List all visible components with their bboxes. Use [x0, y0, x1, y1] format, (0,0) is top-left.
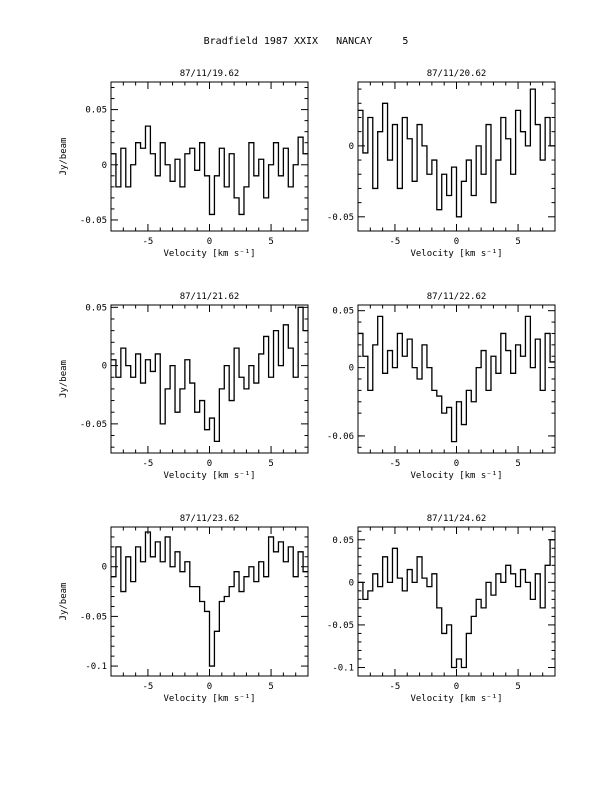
x-tick-label: 0 — [454, 237, 459, 247]
x-tick-label: -5 — [143, 682, 154, 692]
spectrum-panel-3: 87/11/21.62 -5 0 5 -0.05 0 0.05 Velocity [km s⁻… — [59, 292, 309, 481]
y-tick-label: 0 — [349, 364, 354, 374]
x-tick-label: 5 — [515, 459, 520, 469]
x-axis-label: Velocity [km s⁻¹] — [410, 471, 502, 481]
y-tick-label: -0.1 — [332, 663, 354, 673]
spectrum-panel-6: 87/11/24.62 -5 0 5 -0.1 -0.05 0 0.05 Velocity [k… — [327, 514, 556, 704]
y-tick-label: 0 — [102, 362, 107, 372]
spectrum-line — [111, 306, 308, 442]
y-tick-label: 0.05 — [85, 106, 107, 116]
y-tick-label: -0.05 — [327, 213, 354, 223]
y-tick-label: -0.05 — [80, 612, 107, 622]
x-tick-label: -5 — [390, 237, 401, 247]
plot-frame — [357, 526, 556, 677]
x-axis-label: Velocity [km s⁻¹] — [163, 249, 255, 259]
y-axis-label: Jy/beam — [59, 138, 69, 176]
y-tick-label: 0 — [102, 161, 107, 171]
y-tick-label: -0.05 — [80, 216, 107, 226]
y-tick-label: -0.1 — [85, 662, 107, 672]
spectrum-panel-4: 87/11/22.62 -5 0 5 -0.06 0 0.05 Velocity [km s⁻… — [327, 292, 556, 481]
panel-title: 87/11/23.62 — [180, 514, 240, 524]
y-tick-label: -0.05 — [327, 621, 354, 631]
y-axis-label: Jy/beam — [59, 360, 69, 398]
x-axis-label: Velocity [km s⁻¹] — [410, 694, 502, 704]
spectrum-line — [358, 539, 555, 669]
spectrum-panel-1: 87/11/19.62 -5 0 5 -0.05 0 0.05 Velocity [km s⁻… — [59, 69, 309, 259]
y-tick-label: 0.05 — [85, 303, 107, 313]
spectrum-line — [358, 315, 555, 443]
y-tick-label: 0 — [349, 142, 354, 152]
y-axis-label: Jy/beam — [59, 583, 69, 621]
y-tick-label: 0 — [349, 578, 354, 588]
x-tick-label: 5 — [268, 459, 273, 469]
panel-title: 87/11/19.62 — [180, 69, 240, 79]
x-tick-label: -5 — [390, 459, 401, 469]
x-tick-label: 0 — [207, 682, 212, 692]
spectrum-line — [111, 531, 308, 667]
spectrum-panel-5: 87/11/23.62 -5 0 5 -0.1 -0.05 0 Velocity [km s⁻… — [59, 514, 309, 704]
panel-title: 87/11/20.62 — [427, 69, 487, 79]
y-tick-label: -0.06 — [327, 432, 354, 442]
y-tick-label: 0.05 — [332, 536, 354, 546]
spectrum-line — [358, 88, 555, 218]
x-tick-label: 0 — [454, 682, 459, 692]
x-tick-label: 0 — [207, 237, 212, 247]
x-tick-label: 5 — [268, 237, 273, 247]
panel-title: 87/11/24.62 — [427, 514, 487, 524]
x-axis-label: Velocity [km s⁻¹] — [163, 471, 255, 481]
x-axis-label: Velocity [km s⁻¹] — [163, 694, 255, 704]
spectrum-line — [111, 125, 308, 216]
spectrum-panel-2: 87/11/20.62 -5 0 5 -0.05 0 Velocity [km s⁻¹] — [327, 69, 556, 259]
page-title: Bradfield 1987 XXIX NANCAY 5 — [203, 36, 409, 47]
x-tick-label: -5 — [143, 237, 154, 247]
panel-title: 87/11/22.62 — [427, 292, 487, 302]
y-tick-label: 0.05 — [332, 307, 354, 317]
x-tick-label: 5 — [515, 237, 520, 247]
x-tick-label: 5 — [515, 682, 520, 692]
y-tick-label: -0.05 — [80, 420, 107, 430]
panel-title: 87/11/21.62 — [180, 292, 240, 302]
x-tick-label: 0 — [207, 459, 212, 469]
x-tick-label: 0 — [454, 459, 459, 469]
y-tick-label: 0 — [102, 563, 107, 573]
x-tick-label: 5 — [268, 682, 273, 692]
x-tick-label: -5 — [390, 682, 401, 692]
x-axis-label: Velocity [km s⁻¹] — [410, 249, 502, 259]
x-tick-label: -5 — [143, 459, 154, 469]
